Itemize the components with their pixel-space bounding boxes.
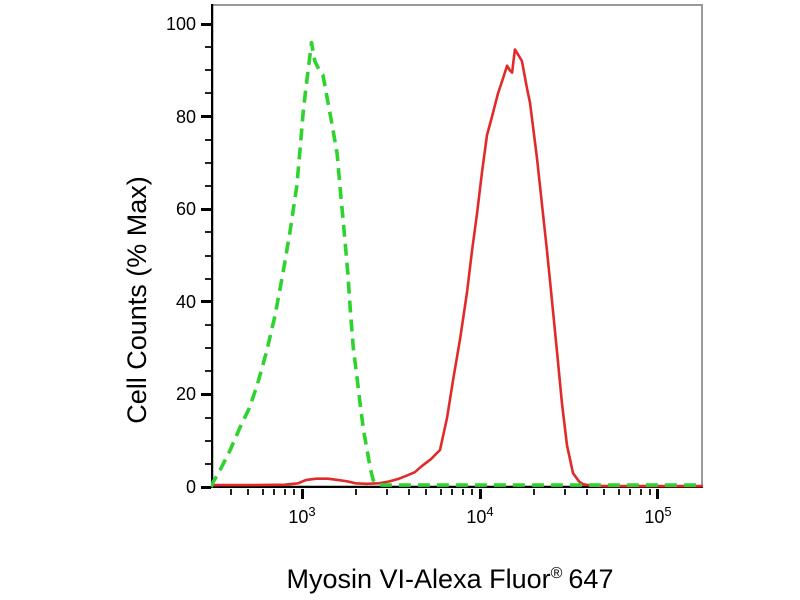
- x-minor-tick: [586, 489, 589, 495]
- x-minor-tick: [385, 489, 388, 495]
- x-minor-tick: [648, 489, 651, 495]
- y-minor-tick: [205, 138, 211, 141]
- x-minor-tick: [451, 489, 454, 495]
- y-major-tick: [201, 300, 211, 304]
- x-minor-tick: [230, 489, 233, 495]
- y-minor-tick: [205, 69, 211, 72]
- y-minor-tick: [205, 370, 211, 373]
- x-minor-tick: [273, 489, 276, 495]
- x-minor-tick: [292, 489, 295, 495]
- x-axis-title-tail: 647: [568, 564, 614, 594]
- y-tick-label: 0: [185, 477, 196, 497]
- curve-green-dashed: [211, 40, 703, 488]
- y-minor-tick: [205, 416, 211, 419]
- x-minor-tick: [408, 489, 411, 495]
- y-minor-tick: [205, 92, 211, 95]
- x-minor-tick: [603, 489, 606, 495]
- x-minor-tick: [461, 489, 464, 495]
- y-major-tick: [201, 115, 211, 119]
- x-tick-label: 105: [644, 504, 672, 527]
- x-minor-tick: [261, 489, 264, 495]
- x-major-tick: [300, 489, 304, 499]
- y-major-tick: [201, 392, 211, 396]
- y-major-tick: [201, 485, 211, 489]
- y-axis-title: Cell Counts (% Max): [122, 176, 152, 424]
- x-minor-tick: [470, 489, 473, 495]
- x-minor-tick: [354, 489, 357, 495]
- y-minor-tick: [205, 185, 211, 188]
- y-major-tick: [201, 207, 211, 211]
- x-major-tick: [478, 489, 482, 499]
- y-minor-tick: [205, 161, 211, 164]
- x-axis-title: Myosin VI-Alexa Fluor® 647: [150, 556, 750, 594]
- x-minor-tick: [532, 489, 535, 495]
- y-minor-tick: [205, 277, 211, 280]
- y-minor-tick: [205, 462, 211, 465]
- y-major-tick: [201, 22, 211, 26]
- y-minor-tick: [205, 231, 211, 234]
- y-minor-tick: [205, 347, 211, 350]
- y-minor-tick: [205, 46, 211, 49]
- y-tick-label: 100: [165, 14, 196, 34]
- x-axis-title-main: Myosin VI-Alexa Fluor: [286, 564, 551, 594]
- x-tick-label: 104: [466, 504, 494, 527]
- x-minor-tick: [439, 489, 442, 495]
- x-minor-tick: [425, 489, 428, 495]
- x-minor-tick: [247, 489, 250, 495]
- plot-area: [211, 4, 703, 488]
- x-minor-tick: [617, 489, 620, 495]
- curve-red-solid: [211, 48, 703, 488]
- x-tick-label: 103: [288, 504, 316, 527]
- y-tick-label: 40: [175, 291, 196, 312]
- y-minor-tick: [205, 323, 211, 326]
- x-minor-tick: [283, 489, 286, 495]
- y-minor-tick: [205, 439, 211, 442]
- x-minor-tick: [629, 489, 632, 495]
- x-minor-tick: [563, 489, 566, 495]
- y-tick-label: 60: [175, 199, 196, 220]
- y-tick-label: 20: [175, 384, 196, 405]
- registered-trademark-icon: ®: [550, 565, 563, 582]
- y-tick-label: 80: [175, 106, 196, 127]
- y-minor-tick: [205, 254, 211, 257]
- x-minor-tick: [639, 489, 642, 495]
- x-major-tick: [656, 489, 660, 499]
